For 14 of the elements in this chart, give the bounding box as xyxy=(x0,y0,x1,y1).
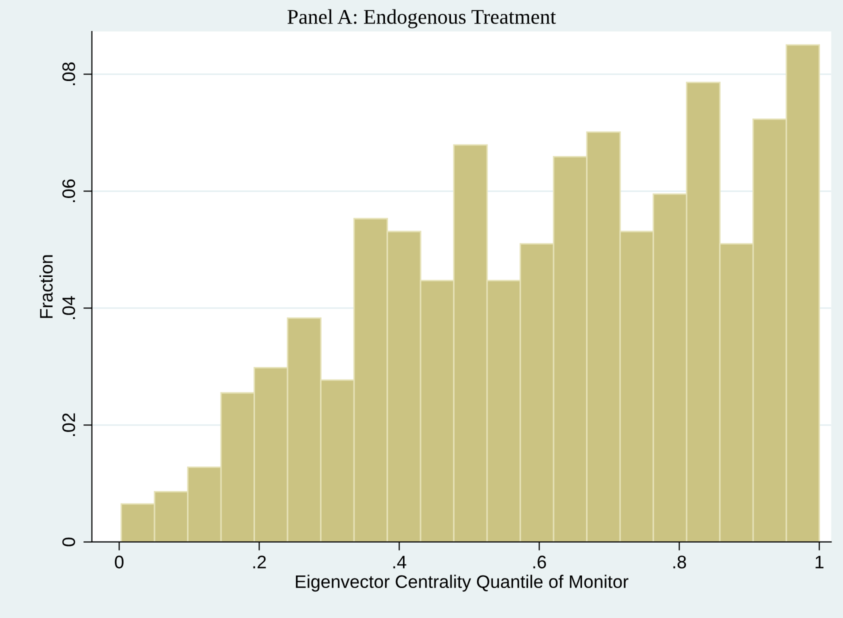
x-tick-label: .4 xyxy=(393,556,406,568)
x-tick-label: .6 xyxy=(533,556,546,568)
x-tick-label: 0 xyxy=(114,556,124,568)
x-axis-title: Eigenvector Centrality Quantile of Monitor xyxy=(296,574,628,592)
x-tick-label: .8 xyxy=(673,556,686,568)
chart-title: Panel A: Endogenous Treatment xyxy=(288,9,556,28)
y-tick-label: .02 xyxy=(62,413,76,436)
x-tick-label: 1 xyxy=(816,556,824,568)
y-tick-label: 0 xyxy=(62,538,76,546)
y-tick-label: .08 xyxy=(62,62,76,86)
y-tick-label: .06 xyxy=(62,179,76,202)
x-tick-label: .2 xyxy=(253,556,266,568)
y-axis-title: Fraction xyxy=(39,255,53,318)
y-tick-label: .04 xyxy=(62,296,76,319)
